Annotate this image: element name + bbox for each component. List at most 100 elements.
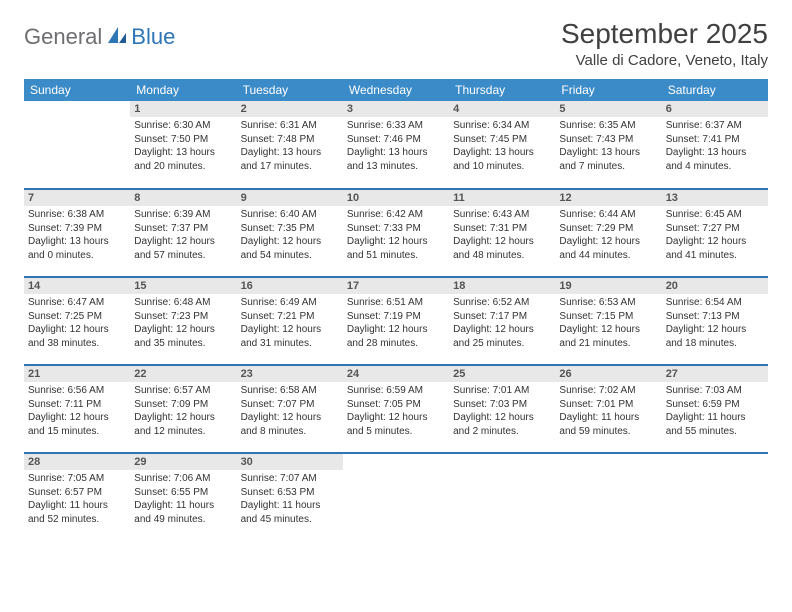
weekday-header: Saturday <box>662 79 768 101</box>
day-detail-line: Sunrise: 6:31 AM <box>241 119 339 133</box>
day-detail-line: and 5 minutes. <box>347 425 445 439</box>
day-detail-line: Sunrise: 7:03 AM <box>666 384 764 398</box>
calendar-day-cell: 8Sunrise: 6:39 AMSunset: 7:37 PMDaylight… <box>130 189 236 277</box>
day-number: 20 <box>662 278 768 294</box>
calendar-day-cell: 30Sunrise: 7:07 AMSunset: 6:53 PMDayligh… <box>237 453 343 541</box>
calendar-day-cell: 17Sunrise: 6:51 AMSunset: 7:19 PMDayligh… <box>343 277 449 365</box>
day-detail-line: and 7 minutes. <box>559 160 657 174</box>
day-details: Sunrise: 6:56 AMSunset: 7:11 PMDaylight:… <box>28 384 126 438</box>
calendar-day-cell: 29Sunrise: 7:06 AMSunset: 6:55 PMDayligh… <box>130 453 236 541</box>
weekday-header: Sunday <box>24 79 130 101</box>
day-detail-line: Sunset: 6:55 PM <box>134 486 232 500</box>
day-detail-line: and 17 minutes. <box>241 160 339 174</box>
day-detail-line: Sunset: 7:43 PM <box>559 133 657 147</box>
day-detail-line: Sunset: 7:21 PM <box>241 310 339 324</box>
day-number: 27 <box>662 366 768 382</box>
day-details: Sunrise: 6:33 AMSunset: 7:46 PMDaylight:… <box>347 119 445 173</box>
day-detail-line: Sunset: 7:29 PM <box>559 222 657 236</box>
day-detail-line: Daylight: 12 hours <box>347 235 445 249</box>
day-number: 8 <box>130 190 236 206</box>
day-detail-line: Sunset: 6:59 PM <box>666 398 764 412</box>
day-detail-line: Daylight: 13 hours <box>241 146 339 160</box>
calendar-day-cell: 10Sunrise: 6:42 AMSunset: 7:33 PMDayligh… <box>343 189 449 277</box>
day-detail-line: and 4 minutes. <box>666 160 764 174</box>
day-details: Sunrise: 7:06 AMSunset: 6:55 PMDaylight:… <box>134 472 232 526</box>
day-detail-line: Sunrise: 6:53 AM <box>559 296 657 310</box>
day-detail-line: Sunrise: 7:06 AM <box>134 472 232 486</box>
day-detail-line: and 55 minutes. <box>666 425 764 439</box>
day-details: Sunrise: 6:58 AMSunset: 7:07 PMDaylight:… <box>241 384 339 438</box>
day-number: 24 <box>343 366 449 382</box>
day-number: 11 <box>449 190 555 206</box>
day-detail-line: Sunrise: 6:47 AM <box>28 296 126 310</box>
day-number: 22 <box>130 366 236 382</box>
day-detail-line: Daylight: 12 hours <box>559 323 657 337</box>
day-detail-line: Sunrise: 6:37 AM <box>666 119 764 133</box>
day-details: Sunrise: 7:05 AMSunset: 6:57 PMDaylight:… <box>28 472 126 526</box>
day-details: Sunrise: 6:43 AMSunset: 7:31 PMDaylight:… <box>453 208 551 262</box>
day-detail-line: Sunrise: 6:51 AM <box>347 296 445 310</box>
day-detail-line: Sunset: 7:45 PM <box>453 133 551 147</box>
day-detail-line: Daylight: 12 hours <box>559 235 657 249</box>
day-detail-line: Sunset: 6:57 PM <box>28 486 126 500</box>
day-detail-line: Sunrise: 6:40 AM <box>241 208 339 222</box>
day-number: 16 <box>237 278 343 294</box>
logo: General Blue <box>24 24 175 50</box>
day-detail-line: and 31 minutes. <box>241 337 339 351</box>
calendar-table: Sunday Monday Tuesday Wednesday Thursday… <box>24 79 768 541</box>
day-detail-line: and 38 minutes. <box>28 337 126 351</box>
calendar-day-cell <box>24 101 130 189</box>
calendar-day-cell: 22Sunrise: 6:57 AMSunset: 7:09 PMDayligh… <box>130 365 236 453</box>
day-number: 17 <box>343 278 449 294</box>
calendar-day-cell: 14Sunrise: 6:47 AMSunset: 7:25 PMDayligh… <box>24 277 130 365</box>
day-detail-line: Sunset: 6:53 PM <box>241 486 339 500</box>
day-detail-line: Sunset: 7:09 PM <box>134 398 232 412</box>
day-detail-line: Daylight: 13 hours <box>666 146 764 160</box>
weekday-header: Monday <box>130 79 236 101</box>
month-title: September 2025 <box>561 18 768 50</box>
day-detail-line: Sunrise: 6:39 AM <box>134 208 232 222</box>
day-detail-line: and 59 minutes. <box>559 425 657 439</box>
day-details: Sunrise: 6:37 AMSunset: 7:41 PMDaylight:… <box>666 119 764 173</box>
day-detail-line: Sunrise: 6:43 AM <box>453 208 551 222</box>
day-detail-line: Daylight: 12 hours <box>347 411 445 425</box>
day-detail-line: and 48 minutes. <box>453 249 551 263</box>
day-detail-line: and 57 minutes. <box>134 249 232 263</box>
day-number: 28 <box>24 454 130 470</box>
day-detail-line: Sunset: 7:41 PM <box>666 133 764 147</box>
day-number: 23 <box>237 366 343 382</box>
day-detail-line: Sunrise: 7:07 AM <box>241 472 339 486</box>
day-details: Sunrise: 6:30 AMSunset: 7:50 PMDaylight:… <box>134 119 232 173</box>
calendar-week-row: 28 Sunrise: 7:05 AMSunset: 6:57 PMDayligh… <box>24 453 768 541</box>
day-number: 14 <box>24 278 130 294</box>
day-number: 30 <box>237 454 343 470</box>
day-detail-line: Sunrise: 6:38 AM <box>28 208 126 222</box>
day-detail-line: Sunset: 7:07 PM <box>241 398 339 412</box>
day-detail-line: Daylight: 12 hours <box>453 411 551 425</box>
day-detail-line: Sunrise: 6:45 AM <box>666 208 764 222</box>
day-detail-line: and 13 minutes. <box>347 160 445 174</box>
calendar-day-cell: 7Sunrise: 6:38 AMSunset: 7:39 PMDaylight… <box>24 189 130 277</box>
day-detail-line: Sunset: 7:25 PM <box>28 310 126 324</box>
day-detail-line: Daylight: 13 hours <box>134 146 232 160</box>
day-detail-line: Sunset: 7:39 PM <box>28 222 126 236</box>
day-detail-line: and 35 minutes. <box>134 337 232 351</box>
day-details: Sunrise: 6:59 AMSunset: 7:05 PMDaylight:… <box>347 384 445 438</box>
day-detail-line: and 0 minutes. <box>28 249 126 263</box>
day-detail-line: Sunset: 7:48 PM <box>241 133 339 147</box>
calendar-day-cell: 1Sunrise: 6:30 AMSunset: 7:50 PMDaylight… <box>130 101 236 189</box>
day-number: 9 <box>237 190 343 206</box>
day-detail-line: Daylight: 11 hours <box>559 411 657 425</box>
day-detail-line: and 25 minutes. <box>453 337 551 351</box>
day-detail-line: Sunset: 7:01 PM <box>559 398 657 412</box>
calendar-day-cell: 3Sunrise: 6:33 AMSunset: 7:46 PMDaylight… <box>343 101 449 189</box>
day-detail-line: and 10 minutes. <box>453 160 551 174</box>
day-detail-line: Sunrise: 7:05 AM <box>28 472 126 486</box>
day-detail-line: Daylight: 12 hours <box>347 323 445 337</box>
day-details: Sunrise: 6:31 AMSunset: 7:48 PMDaylight:… <box>241 119 339 173</box>
header: General Blue September 2025 Valle di Cad… <box>24 18 768 69</box>
logo-text-general: General <box>24 24 102 50</box>
calendar-body: 1Sunrise: 6:30 AMSunset: 7:50 PMDaylight… <box>24 101 768 541</box>
location-subtitle: Valle di Cadore, Veneto, Italy <box>561 52 768 69</box>
weekday-header: Friday <box>555 79 661 101</box>
